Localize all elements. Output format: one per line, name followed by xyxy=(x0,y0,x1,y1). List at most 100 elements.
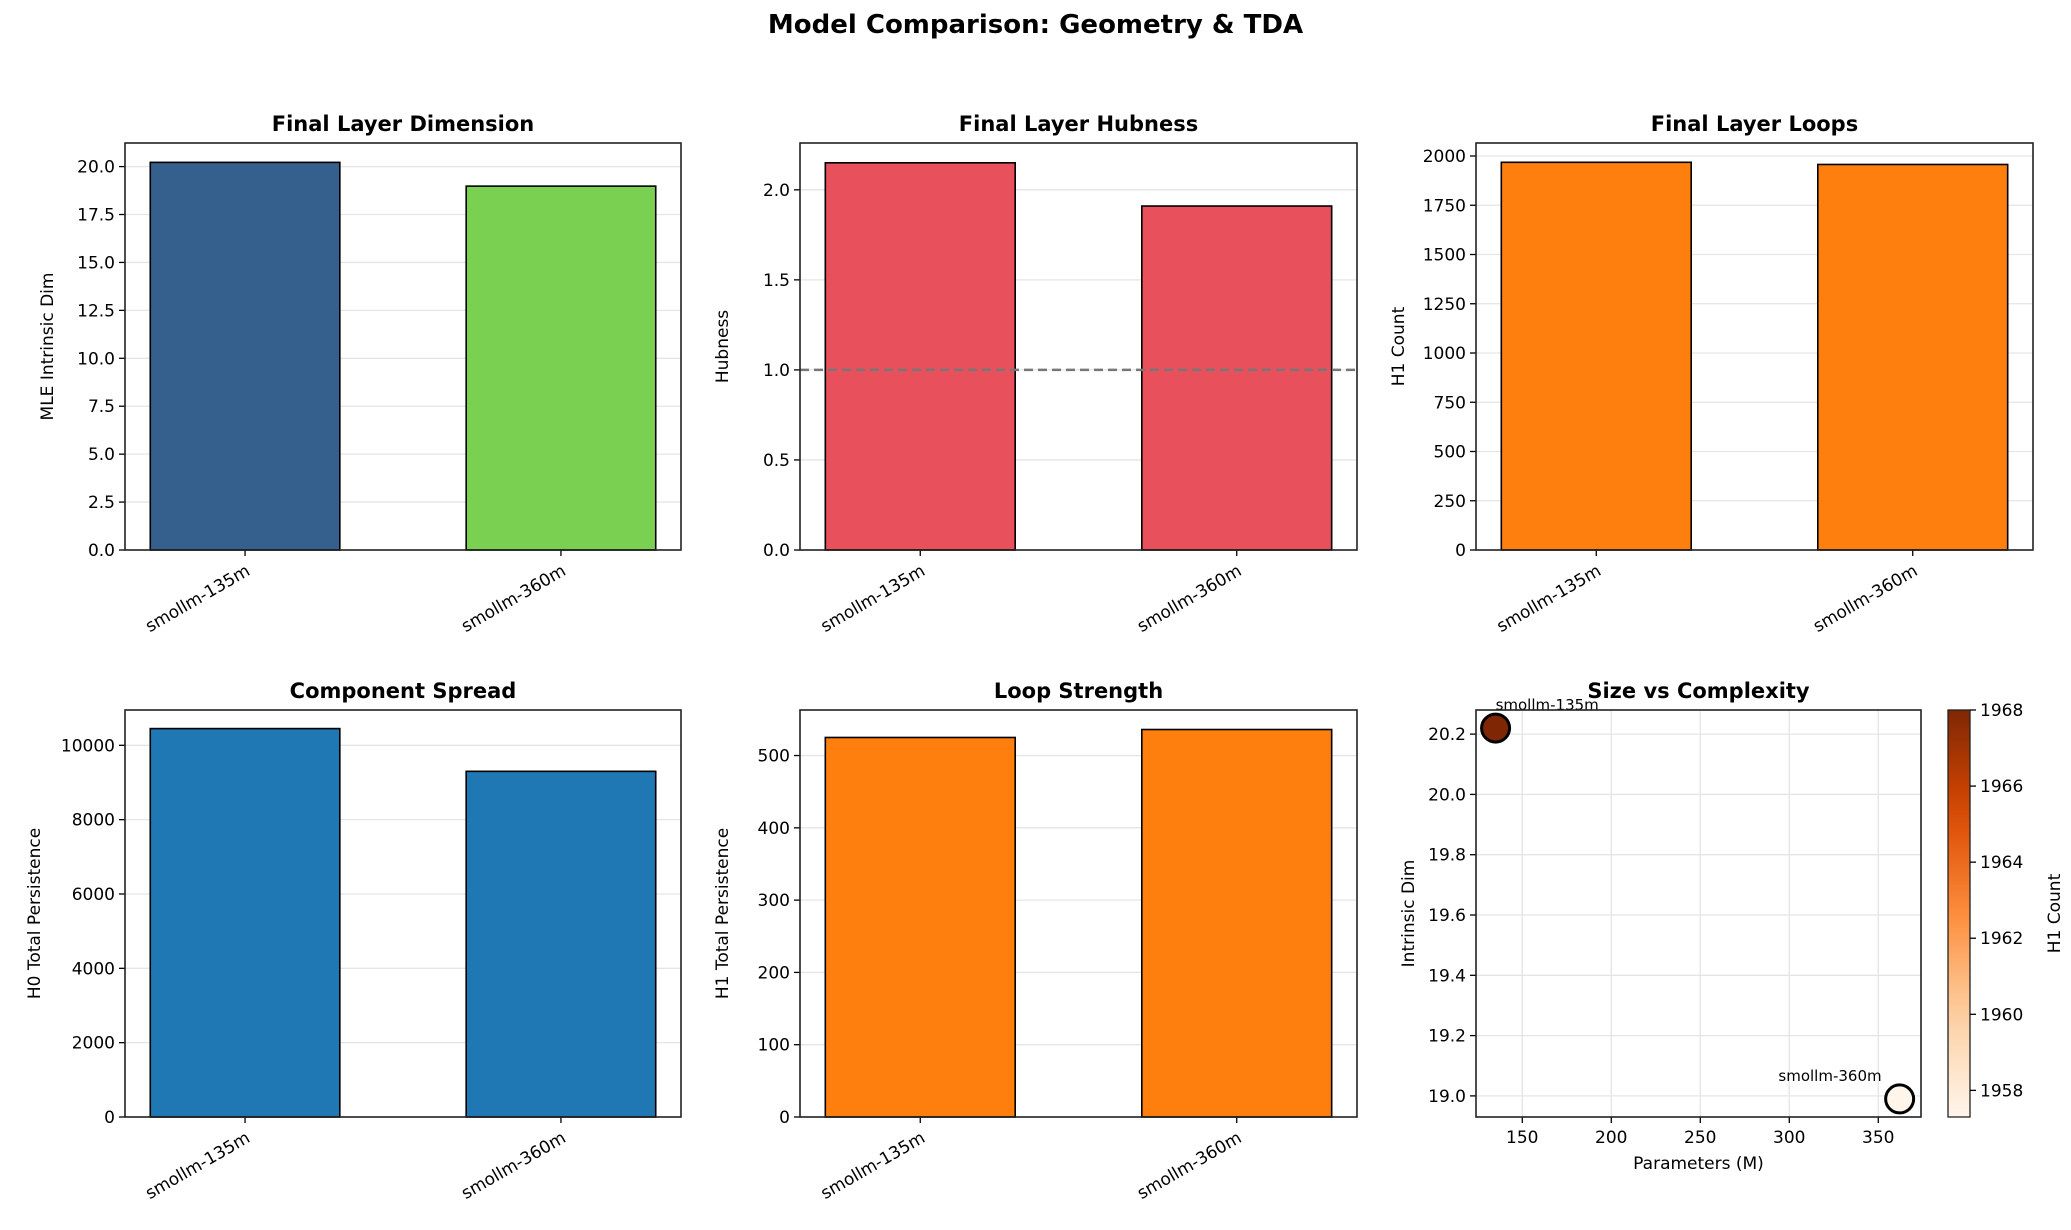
colorbar-tick-label: 1964 xyxy=(1980,853,2023,873)
colorbar-tick-label: 1966 xyxy=(1980,777,2023,797)
colorbar-tick-label: 1960 xyxy=(1980,1005,2023,1025)
y-tick-label: 2000 xyxy=(1423,147,1466,167)
subplot-6: Size vs Complexity 19.0 19.2 19.4 19.6 19.8 20… xyxy=(1399,679,2065,1174)
y-tick-label: 20.2 xyxy=(1428,725,1466,745)
x-tick-label: 300 xyxy=(1773,1128,1805,1148)
y-axis-label: MLE Intrinsic Dim xyxy=(38,273,58,421)
axes-frame xyxy=(1475,709,1922,1118)
subplot-2: Final Layer Hubness 0.0 0.5 1.0 1.5 2.0 Hubnes… xyxy=(713,112,1358,637)
y-tick-label: 500 xyxy=(758,747,790,767)
bar-smollm-135m xyxy=(149,727,341,1118)
scatter-point-smollm-135m xyxy=(1480,712,1512,744)
y-tick-label: 0.0 xyxy=(88,541,115,561)
y-tick-label: 1000 xyxy=(1423,344,1466,364)
x-tick-label: 350 xyxy=(1862,1128,1894,1148)
point-label: smollm-360m xyxy=(1778,1067,1881,1085)
bar-smollm-360m xyxy=(465,770,657,1118)
y-tick-label: 7.5 xyxy=(88,397,115,417)
bar-smollm-135m xyxy=(824,736,1017,1118)
x-tick-label: smollm-360m xyxy=(1810,561,1921,637)
y-tick-label: 1250 xyxy=(1423,295,1466,315)
axes-frame xyxy=(124,142,682,551)
bar-smollm-135m xyxy=(824,162,1017,551)
bar-smollm-135m xyxy=(149,161,341,551)
y-tick-label: 6000 xyxy=(72,885,115,905)
axes-frame xyxy=(1475,142,2034,551)
colorbar-tick-label: 1962 xyxy=(1980,929,2023,949)
y-tick-label: 5.0 xyxy=(88,445,115,465)
subplot-title: Final Layer Dimension xyxy=(272,112,534,136)
y-tick-label: 0 xyxy=(1455,541,1466,561)
y-axis-label: Hubness xyxy=(713,310,733,383)
bar-smollm-360m xyxy=(1140,728,1333,1118)
y-tick-label: 1.5 xyxy=(763,271,790,291)
subplot-title: Final Layer Hubness xyxy=(959,112,1198,136)
colorbar-tick-label: 1968 xyxy=(1980,701,2023,721)
colorbar-label: H1 Count xyxy=(2045,873,2065,953)
y-tick-label: 0 xyxy=(104,1108,115,1128)
y-tick-label: 2000 xyxy=(72,1034,115,1054)
y-tick-label: 17.5 xyxy=(77,206,115,226)
bar-smollm-360m xyxy=(1140,205,1333,551)
colorbar xyxy=(1947,709,1971,1118)
y-tick-label: 12.5 xyxy=(77,301,115,321)
x-tick-label: 200 xyxy=(1595,1128,1627,1148)
y-tick-label: 1500 xyxy=(1423,246,1466,266)
x-tick-label: smollm-135m xyxy=(817,561,928,637)
y-tick-label: 19.0 xyxy=(1428,1087,1466,1107)
y-tick-label: 0.0 xyxy=(763,541,790,561)
point-label: smollm-135m xyxy=(1496,696,1599,714)
bar-smollm-360m xyxy=(465,185,657,551)
y-tick-label: 19.8 xyxy=(1428,846,1466,866)
bar-smollm-135m xyxy=(1500,161,1693,551)
y-tick-label: 19.4 xyxy=(1428,966,1466,986)
subplot-title: Loop Strength xyxy=(994,679,1163,703)
subplot-title: Final Layer Loops xyxy=(1651,112,1858,136)
y-tick-label: 200 xyxy=(758,963,790,983)
axes-frame xyxy=(124,709,682,1118)
subplot-4: Component Spread 0 2000 4000 6000 8000 10000 H0… xyxy=(25,679,682,1204)
x-tick-label: smollm-360m xyxy=(458,1128,569,1204)
axes-frame xyxy=(799,709,1358,1118)
y-tick-label: 15.0 xyxy=(77,253,115,273)
x-tick-label: smollm-135m xyxy=(817,1128,928,1204)
x-tick-label: smollm-135m xyxy=(142,1128,253,1204)
x-tick-label: 150 xyxy=(1506,1128,1538,1148)
subplot-1: Final Layer Dimension 0.0 2.5 5.0 7.5 10.0 12.… xyxy=(38,112,682,637)
y-tick-label: 0 xyxy=(779,1108,790,1128)
x-axis-label: Parameters (M) xyxy=(1633,1154,1764,1174)
y-axis-label: H0 Total Persistence xyxy=(25,828,45,999)
y-tick-label: 8000 xyxy=(72,811,115,831)
subplot-title: Size vs Complexity xyxy=(1587,679,1810,703)
x-tick-label: smollm-360m xyxy=(1134,1128,1245,1204)
colorbar-tick-label: 1958 xyxy=(1980,1081,2023,1101)
y-tick-label: 300 xyxy=(758,891,790,911)
subplot-title: Component Spread xyxy=(290,679,517,703)
y-tick-label: 0.5 xyxy=(763,451,790,471)
figure-title: Model Comparison: Geometry & TDA xyxy=(767,10,1304,40)
scatter-point-smollm-360m xyxy=(1884,1083,1916,1115)
y-tick-label: 500 xyxy=(1434,443,1466,463)
subplot-3: Final Layer Loops 0 250 500 750 1000 1250 1500 1… xyxy=(1389,112,2034,637)
bar-smollm-360m xyxy=(1816,163,2009,551)
y-tick-label: 1750 xyxy=(1423,196,1466,216)
y-tick-label: 19.2 xyxy=(1428,1027,1466,1047)
x-tick-label: smollm-360m xyxy=(458,561,569,637)
y-tick-label: 750 xyxy=(1434,393,1466,413)
y-tick-label: 19.6 xyxy=(1428,906,1466,926)
subplot-5: Loop Strength 0 100 200 300 400 500 H1 Total Pe… xyxy=(713,679,1358,1204)
y-tick-label: 400 xyxy=(758,819,790,839)
y-tick-label: 4000 xyxy=(72,959,115,979)
y-axis-label: H1 Count xyxy=(1389,306,1409,386)
y-tick-label: 10000 xyxy=(61,736,115,756)
y-axis-label: Intrinsic Dim xyxy=(1399,860,1419,968)
x-tick-label: smollm-360m xyxy=(1134,561,1245,637)
y-tick-label: 10.0 xyxy=(77,349,115,369)
y-axis-label: H1 Total Persistence xyxy=(713,828,733,999)
y-tick-label: 1.0 xyxy=(763,361,790,381)
x-tick-label: smollm-135m xyxy=(1493,561,1604,637)
y-tick-label: 2.0 xyxy=(763,181,790,201)
x-tick-label: 250 xyxy=(1684,1128,1716,1148)
y-tick-label: 20.0 xyxy=(1428,785,1466,805)
axes-frame xyxy=(799,142,1358,551)
